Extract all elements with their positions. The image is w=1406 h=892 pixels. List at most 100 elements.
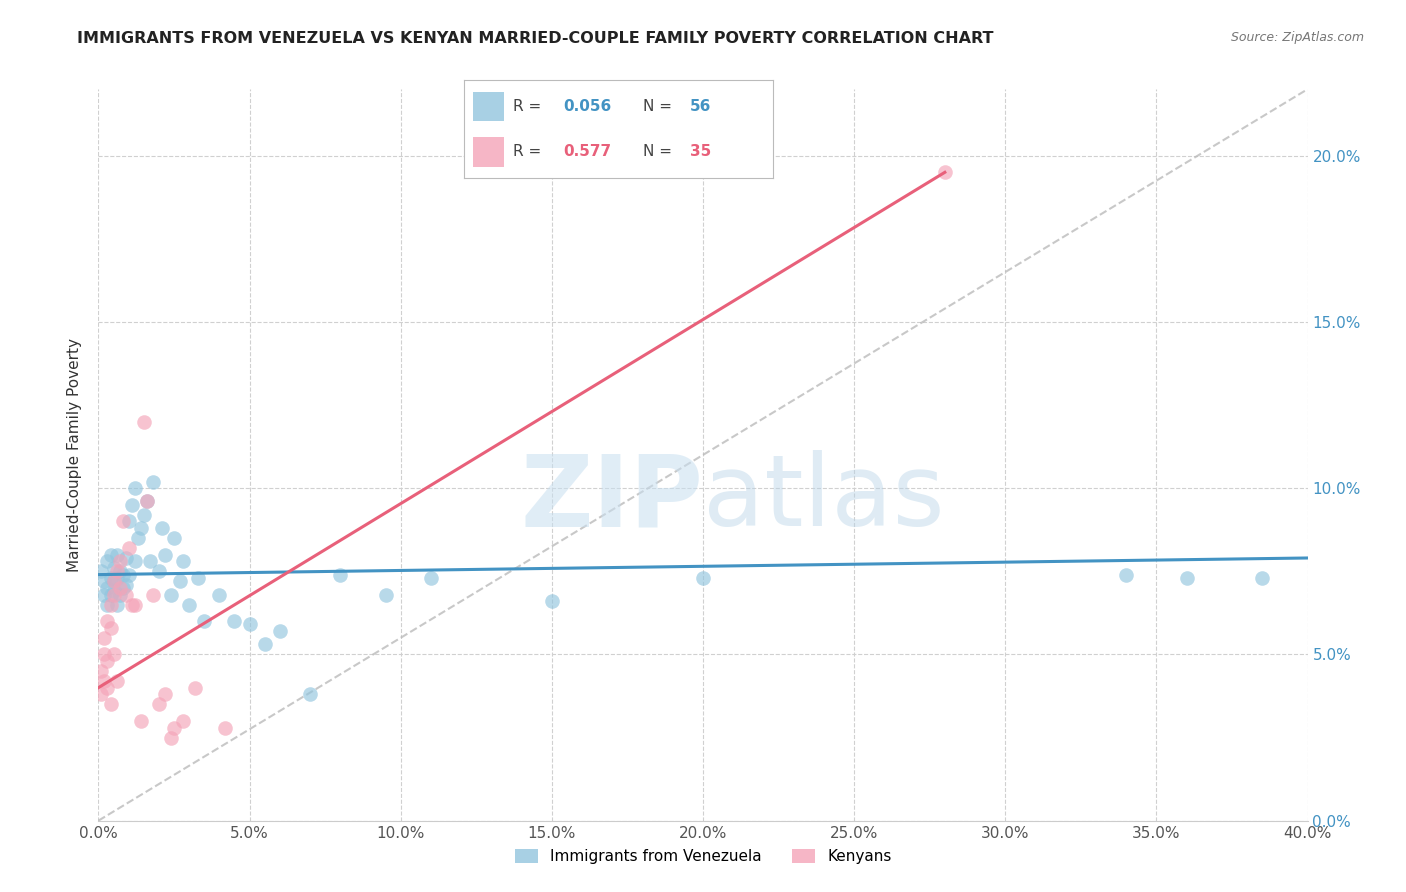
Point bbox=[692, 571, 714, 585]
Point bbox=[105, 564, 128, 578]
Point bbox=[187, 571, 209, 585]
Point bbox=[103, 648, 125, 662]
Point bbox=[90, 564, 112, 578]
Point bbox=[103, 584, 125, 599]
Point bbox=[105, 571, 128, 585]
Point bbox=[127, 531, 149, 545]
Point bbox=[124, 554, 146, 568]
Point bbox=[184, 681, 207, 695]
Point bbox=[118, 515, 141, 529]
Point bbox=[111, 515, 134, 529]
Point bbox=[132, 508, 155, 522]
Point bbox=[105, 598, 128, 612]
Point bbox=[169, 574, 191, 589]
Text: IMMIGRANTS FROM VENEZUELA VS KENYAN MARRIED-COUPLE FAMILY POVERTY CORRELATION CH: IMMIGRANTS FROM VENEZUELA VS KENYAN MARR… bbox=[77, 31, 994, 46]
Point bbox=[142, 588, 165, 602]
Point bbox=[148, 698, 170, 712]
Point bbox=[160, 731, 183, 745]
Point bbox=[114, 577, 136, 591]
Bar bbox=[474, 137, 505, 167]
Point bbox=[108, 564, 131, 578]
Point bbox=[299, 687, 322, 701]
Text: 56: 56 bbox=[690, 99, 711, 114]
Point bbox=[172, 714, 194, 728]
Point bbox=[93, 588, 115, 602]
Point bbox=[111, 567, 134, 582]
Point bbox=[100, 571, 122, 585]
Point bbox=[420, 571, 443, 585]
Bar bbox=[474, 92, 505, 121]
Point bbox=[93, 574, 115, 589]
Point bbox=[96, 554, 118, 568]
Point bbox=[153, 548, 176, 562]
Point bbox=[100, 548, 122, 562]
Point bbox=[100, 698, 122, 712]
Point bbox=[239, 617, 262, 632]
Point bbox=[103, 574, 125, 589]
Point bbox=[208, 588, 231, 602]
Point bbox=[96, 598, 118, 612]
Point bbox=[96, 681, 118, 695]
Point bbox=[139, 554, 162, 568]
Point bbox=[96, 581, 118, 595]
Point bbox=[103, 561, 125, 575]
Point bbox=[172, 554, 194, 568]
Point bbox=[160, 588, 183, 602]
Text: 0.577: 0.577 bbox=[562, 145, 612, 160]
Point bbox=[153, 687, 176, 701]
Text: atlas: atlas bbox=[703, 450, 945, 548]
Point bbox=[329, 567, 352, 582]
Text: ZIP: ZIP bbox=[520, 450, 703, 548]
Point bbox=[142, 475, 165, 489]
Point bbox=[96, 614, 118, 628]
Text: 0.056: 0.056 bbox=[562, 99, 612, 114]
Point bbox=[214, 721, 236, 735]
Point bbox=[108, 581, 131, 595]
Point bbox=[179, 598, 201, 612]
Point bbox=[90, 687, 112, 701]
Point bbox=[224, 614, 246, 628]
Point bbox=[100, 588, 122, 602]
Point bbox=[193, 614, 215, 628]
Text: N =: N = bbox=[644, 99, 678, 114]
Point bbox=[103, 574, 125, 589]
Point bbox=[135, 494, 157, 508]
Point bbox=[118, 541, 141, 555]
Point bbox=[108, 588, 131, 602]
Point bbox=[253, 637, 276, 651]
Point bbox=[1175, 571, 1198, 585]
Point bbox=[148, 564, 170, 578]
Point bbox=[100, 621, 122, 635]
Point bbox=[93, 673, 115, 688]
Point bbox=[129, 521, 152, 535]
Y-axis label: Married-Couple Family Poverty: Married-Couple Family Poverty bbox=[67, 338, 83, 572]
Point bbox=[105, 673, 128, 688]
Point bbox=[93, 631, 115, 645]
Point bbox=[150, 521, 173, 535]
Point bbox=[1115, 567, 1137, 582]
Point bbox=[374, 588, 396, 602]
Point bbox=[111, 581, 134, 595]
Point bbox=[1251, 571, 1274, 585]
Point bbox=[114, 588, 136, 602]
Point bbox=[124, 481, 146, 495]
Text: R =: R = bbox=[513, 145, 547, 160]
Point bbox=[108, 554, 131, 568]
Point bbox=[163, 531, 186, 545]
Point bbox=[934, 165, 956, 179]
Text: N =: N = bbox=[644, 145, 678, 160]
Point bbox=[93, 648, 115, 662]
Point bbox=[118, 567, 141, 582]
Point bbox=[100, 598, 122, 612]
Point bbox=[129, 714, 152, 728]
Legend: Immigrants from Venezuela, Kenyans: Immigrants from Venezuela, Kenyans bbox=[515, 849, 891, 864]
Point bbox=[96, 654, 118, 668]
Text: 35: 35 bbox=[690, 145, 711, 160]
Point bbox=[105, 548, 128, 562]
Point bbox=[163, 721, 186, 735]
Point bbox=[540, 594, 562, 608]
Point bbox=[269, 624, 291, 639]
Point bbox=[114, 551, 136, 566]
Point bbox=[121, 598, 143, 612]
Point bbox=[121, 498, 143, 512]
